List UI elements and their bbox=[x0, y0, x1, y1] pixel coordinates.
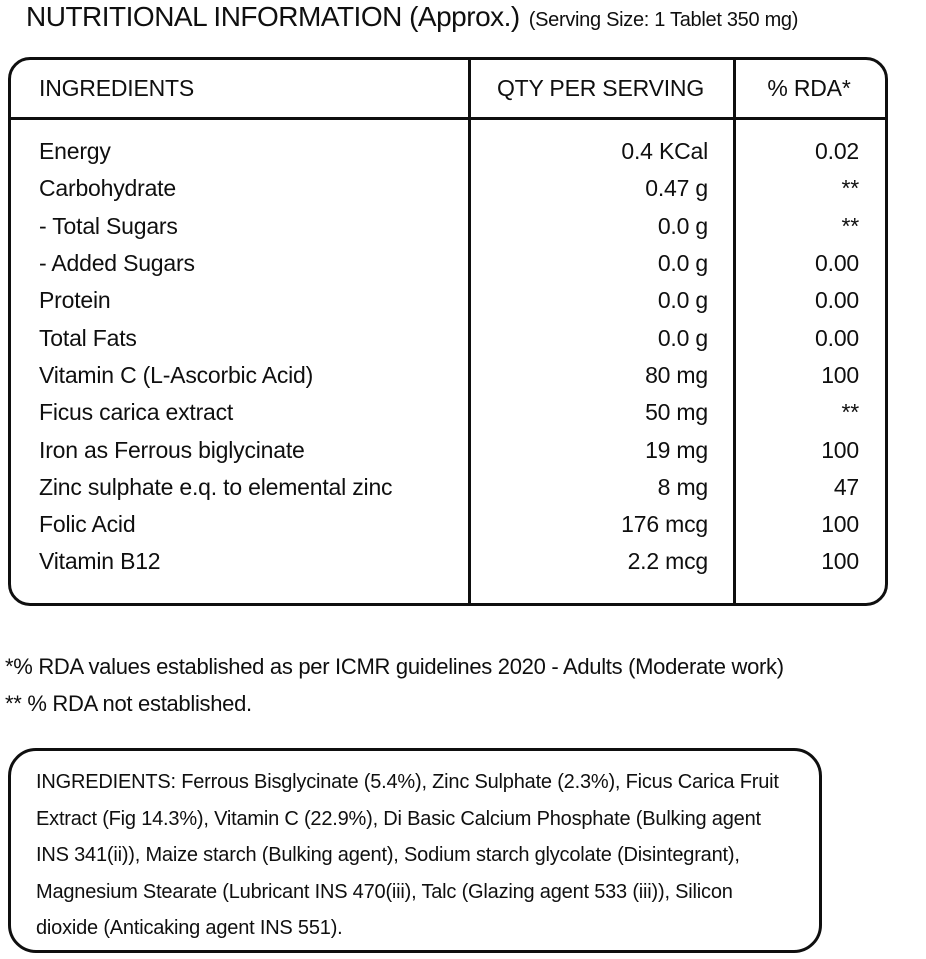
column-header-ingredients: INGREDIENTS bbox=[39, 75, 194, 101]
cell-rda: ** bbox=[841, 175, 859, 202]
cell-rda: 100 bbox=[821, 436, 859, 463]
cell-qty: 50 mg bbox=[645, 399, 708, 426]
cell-ingredient: Energy bbox=[39, 138, 111, 165]
table-row: Ficus carica extract 50 mg ** bbox=[11, 394, 885, 431]
cell-rda: 0.00 bbox=[815, 324, 859, 351]
cell-qty: 0.4 KCal bbox=[621, 138, 708, 165]
table-row: Iron as Ferrous biglycinate 19 mg 100 bbox=[11, 431, 885, 468]
cell-qty: 0.0 g bbox=[657, 324, 708, 351]
cell-ingredient: Vitamin C (L-Ascorbic Acid) bbox=[39, 361, 314, 388]
cell-qty: 0.0 g bbox=[657, 287, 708, 314]
table-row: Carbohydrate 0.47 g ** bbox=[11, 170, 885, 207]
cell-rda: ** bbox=[841, 212, 859, 239]
cell-rda: 0.00 bbox=[815, 250, 859, 277]
cell-rda: 100 bbox=[821, 511, 859, 538]
serving-size-text: (Serving Size: 1 Tablet 350 mg) bbox=[528, 9, 799, 31]
cell-qty: 0.0 g bbox=[657, 212, 708, 239]
table-row: - Added Sugars 0.0 g 0.00 bbox=[11, 245, 885, 282]
table-row: Energy 0.4 KCal 0.02 bbox=[11, 133, 885, 170]
cell-ingredient: Vitamin B12 bbox=[39, 548, 161, 575]
cell-ingredient: Iron as Ferrous biglycinate bbox=[39, 436, 305, 463]
ingredients-paragraph: INGREDIENTS: Ferrous Bisglycinate (5.4%)… bbox=[36, 771, 779, 939]
cell-qty: 8 mg bbox=[657, 473, 709, 500]
cell-rda: 0.00 bbox=[815, 287, 859, 314]
page-title: NUTRITIONAL INFORMATION (Approx.) (Servi… bbox=[26, 0, 922, 37]
cell-rda: 100 bbox=[821, 548, 859, 575]
cell-rda: ** bbox=[841, 399, 859, 426]
cell-qty: 80 mg bbox=[645, 361, 708, 388]
cell-rda: 0.02 bbox=[815, 138, 859, 165]
footnotes: *% RDA values established as per ICMR gu… bbox=[5, 648, 784, 722]
table-row: Vitamin C (L-Ascorbic Acid) 80 mg 100 bbox=[11, 357, 885, 394]
table-row: Folic Acid 176 mcg 100 bbox=[11, 506, 885, 543]
footnote-rda-source: *% RDA values established as per ICMR gu… bbox=[5, 654, 784, 679]
cell-rda: 47 bbox=[833, 473, 859, 500]
column-divider-1 bbox=[468, 60, 471, 603]
table-row: Vitamin B12 2.2 mcg 100 bbox=[11, 543, 885, 580]
column-header-rda: % RDA* bbox=[767, 75, 851, 101]
ingredients-box: INGREDIENTS: Ferrous Bisglycinate (5.4%)… bbox=[8, 748, 822, 953]
table-row: Zinc sulphate e.q. to elemental zinc 8 m… bbox=[11, 469, 885, 506]
cell-qty: 2.2 mcg bbox=[627, 548, 709, 575]
table-header-row: INGREDIENTS QTY PER SERVING % RDA* bbox=[11, 60, 885, 120]
cell-qty: 19 mg bbox=[645, 436, 708, 463]
cell-ingredient: - Total Sugars bbox=[39, 212, 178, 239]
footnote-rda-not-established: ** % RDA not established. bbox=[5, 691, 252, 716]
column-header-qty-per-serving: QTY PER SERVING bbox=[496, 75, 705, 101]
table-row: Protein 0.0 g 0.00 bbox=[11, 282, 885, 319]
cell-ingredient: Zinc sulphate e.q. to elemental zinc bbox=[39, 473, 393, 500]
cell-ingredient: Total Fats bbox=[39, 324, 137, 351]
title-main: NUTRITIONAL INFORMATION (Approx.) bbox=[26, 1, 520, 32]
cell-rda: 100 bbox=[821, 361, 859, 388]
cell-ingredient: Ficus carica extract bbox=[39, 399, 234, 426]
table-row: Total Fats 0.0 g 0.00 bbox=[11, 319, 885, 356]
table-row: - Total Sugars 0.0 g ** bbox=[11, 208, 885, 245]
cell-qty: 0.0 g bbox=[657, 250, 708, 277]
cell-qty: 0.47 g bbox=[645, 175, 708, 202]
cell-ingredient: Carbohydrate bbox=[39, 175, 176, 202]
nutrition-table: INGREDIENTS QTY PER SERVING % RDA* Energ… bbox=[8, 57, 888, 606]
table-body: Energy 0.4 KCal 0.02 Carbohydrate 0.47 g… bbox=[11, 120, 885, 581]
cell-ingredient: Folic Acid bbox=[39, 511, 136, 538]
cell-ingredient: - Added Sugars bbox=[39, 250, 195, 277]
cell-qty: 176 mcg bbox=[621, 511, 708, 538]
cell-ingredient: Protein bbox=[39, 287, 111, 314]
column-divider-2 bbox=[733, 60, 736, 603]
